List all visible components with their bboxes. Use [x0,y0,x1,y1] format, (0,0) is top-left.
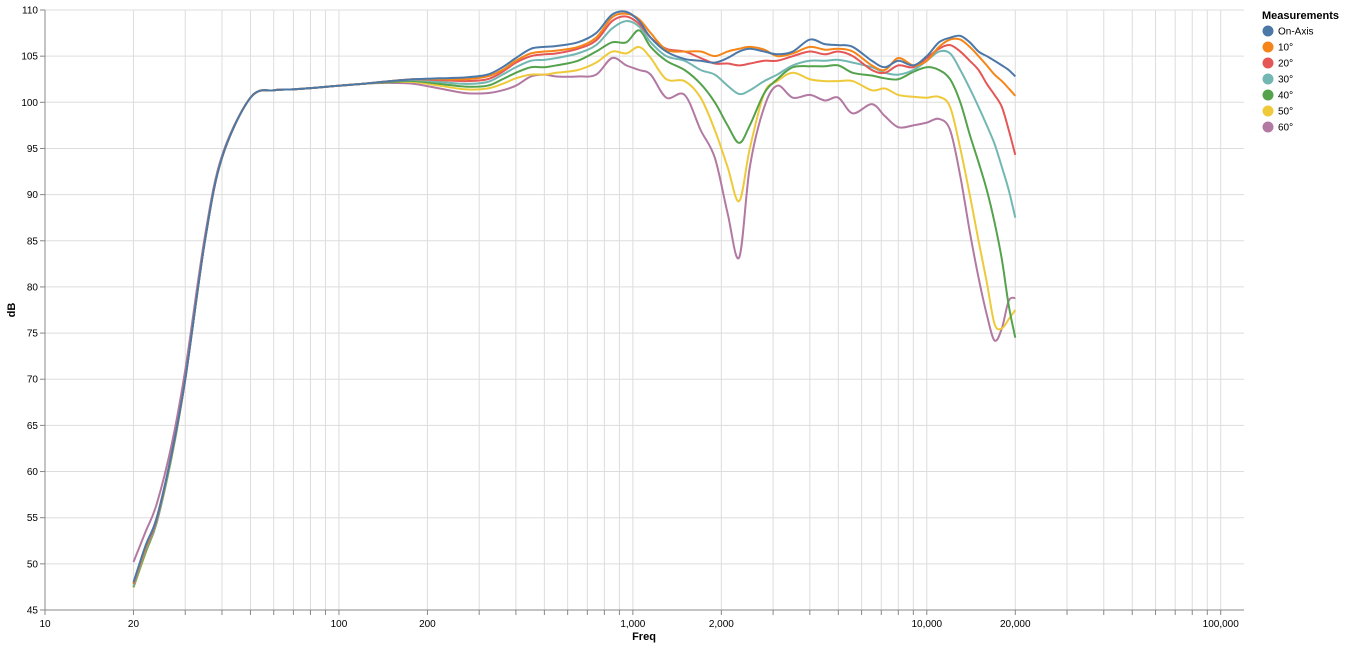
series-line-30 [132,20,1017,587]
legend-label: 20° [1278,59,1293,70]
series-line-on-axis [132,10,1016,583]
legend-title: Measurements [1262,10,1339,22]
legend-swatch [1262,73,1274,85]
series-line-20 [132,15,1017,585]
legend-swatch [1262,25,1274,37]
x-axis-title: Freq [632,631,656,643]
y-tick-label: 50 [27,559,39,570]
y-tick-label: 80 [27,282,39,293]
x-tick-label: 200 [419,619,436,630]
y-tick-label: 70 [27,375,39,386]
legend-label: 30° [1278,75,1293,86]
y-tick-label: 105 [21,52,38,63]
legend-swatch [1262,57,1274,69]
y-tick-label: 100 [21,98,38,109]
x-tick-label: 20 [128,619,140,630]
legend-swatch [1262,89,1274,101]
series-line-60 [132,56,1016,563]
x-tick-label: 100,000 [1203,619,1240,630]
y-tick-label: 110 [22,6,38,17]
y-tick-label: 75 [27,329,39,340]
y-tick-label: 90 [27,190,39,201]
legend-swatch [1262,121,1274,133]
legend-label: 10° [1278,43,1293,54]
legend-label: 40° [1278,91,1293,102]
axes: 10 20 100 200 1,000 2,000 10,000 20,000 100,000 4… [21,6,1244,630]
legend: Measurements On-Axis 10° 20° 30° 40° 50° 60° [1262,10,1339,134]
legend-label: 50° [1278,107,1293,118]
series-line-10 [132,12,1017,584]
series-line-50 [132,45,1017,589]
y-tick-label: 60 [27,467,39,478]
legend-label: 60° [1278,123,1293,134]
y-axis-title: dB [6,303,18,318]
y-tick-label: 45 [27,606,39,617]
grid [44,9,1244,611]
legend-swatch [1262,105,1274,117]
x-tick-label: 20,000 [1000,619,1031,630]
legend-label: On-Axis [1278,27,1314,38]
x-tick-label: 10,000 [911,619,942,630]
y-tick-label: 95 [27,144,39,155]
x-tick-label: 2,000 [709,619,734,630]
y-tick-label: 55 [27,513,39,524]
y-tick-label: 85 [27,236,39,247]
legend-swatch [1262,41,1274,53]
x-tick-label: 100 [331,619,348,630]
y-tick-label: 65 [27,421,39,432]
series-lines [132,10,1017,589]
x-tick-label: 10 [39,619,51,630]
x-tick-label: 1,000 [620,619,645,630]
